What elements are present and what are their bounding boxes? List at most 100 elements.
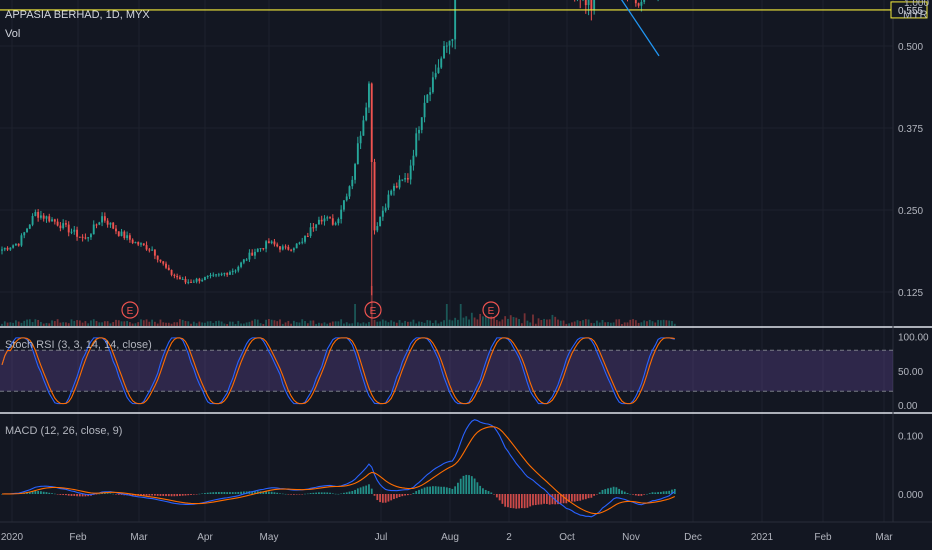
volume-bar	[192, 321, 195, 326]
macd-histogram-bar	[412, 492, 415, 494]
rsi-tick-label: 100.00	[898, 333, 929, 344]
macd-histogram-bar	[418, 489, 420, 494]
volume-bar	[148, 321, 151, 326]
macd-histogram-bar	[498, 494, 501, 501]
macd-histogram-bar	[532, 494, 534, 506]
volume-bar	[120, 321, 123, 326]
volume-bar	[248, 321, 251, 326]
macd-histogram-bar	[192, 494, 195, 495]
volume-bar	[209, 321, 212, 326]
volume-bar	[534, 323, 537, 326]
volume-bar	[540, 319, 543, 326]
macd-histogram-bar	[415, 491, 418, 494]
macd-histogram-bar	[423, 487, 426, 494]
candle-body	[229, 272, 231, 275]
volume-bar	[37, 319, 40, 326]
volume-bar	[493, 317, 495, 326]
candle-body	[429, 92, 432, 95]
macd-histogram-bar	[582, 494, 584, 500]
macd-histogram-bar	[156, 494, 159, 496]
volume-bar	[387, 322, 390, 326]
candle-body	[448, 40, 451, 46]
macd-histogram-bar	[409, 494, 412, 495]
macd-histogram-bar	[487, 491, 490, 494]
candle-body	[276, 244, 279, 247]
candle-body	[273, 241, 276, 245]
volume-bar	[28, 319, 31, 326]
candle-body	[67, 224, 70, 233]
macd-histogram-bar	[206, 492, 209, 494]
candle-body	[298, 242, 301, 244]
macd-histogram-bar	[398, 494, 401, 497]
candle-body	[115, 228, 117, 232]
macd-histogram-bar	[648, 493, 651, 494]
candle-body	[373, 161, 376, 231]
macd-histogram-bar	[646, 493, 648, 495]
candle-body	[51, 219, 53, 222]
volume-bar	[420, 321, 423, 326]
candle-body	[281, 246, 284, 250]
candle-body	[637, 3, 640, 6]
macd-histogram-bar	[437, 486, 440, 494]
macd-histogram-bar	[220, 492, 223, 494]
macd-histogram-bar	[381, 494, 384, 503]
volume-bar	[270, 319, 273, 326]
volume-bar	[373, 319, 376, 326]
volume-bar	[409, 321, 412, 326]
volume-bar	[162, 322, 165, 326]
candle-body	[345, 196, 348, 201]
macd-histogram-bar	[334, 493, 337, 495]
candle-body	[31, 216, 34, 225]
candle-body	[640, 1, 643, 6]
candle-body	[262, 248, 265, 250]
macd-histogram-bar	[662, 491, 665, 494]
macd-histogram-bar	[465, 474, 468, 494]
volume-bar	[482, 316, 484, 326]
earnings-marker	[121, 301, 139, 319]
volume-bar	[320, 323, 323, 326]
candle-body	[312, 227, 315, 229]
macd-histogram-bar	[440, 486, 443, 494]
volume-bar	[281, 323, 284, 326]
volume-bar	[92, 319, 95, 326]
candle-body	[356, 143, 359, 165]
volume-bar	[587, 319, 590, 326]
volume-bar	[337, 321, 340, 326]
volume-bar	[23, 320, 26, 326]
macd-histogram-bar	[584, 494, 587, 500]
macd-histogram-bar	[526, 494, 529, 508]
candle-body	[390, 190, 393, 195]
volume-bar	[217, 320, 220, 326]
volume-bar	[126, 320, 128, 326]
volume-bar	[526, 320, 529, 326]
candle-body	[437, 67, 440, 74]
volume-bar	[184, 320, 187, 326]
candle-body	[153, 249, 156, 256]
candle-body	[590, 0, 593, 11]
candle-body	[381, 210, 384, 217]
candle-body	[148, 249, 151, 251]
volume-bar	[229, 321, 231, 326]
macd-histogram-bar	[106, 493, 109, 494]
volume-bar	[212, 322, 215, 326]
macd-histogram-bar	[101, 493, 103, 494]
volume-bar	[26, 319, 28, 326]
volume-bar	[251, 320, 254, 326]
macd-histogram-bar	[309, 493, 312, 494]
candle-body	[234, 270, 237, 272]
macd-histogram-bar	[426, 486, 429, 494]
volume-bar	[90, 320, 92, 326]
macd-histogram-bar	[295, 494, 298, 495]
candle-body	[173, 274, 176, 276]
volume-bar	[70, 319, 73, 326]
volume-bar	[279, 319, 281, 326]
macd-histogram-bar	[229, 492, 231, 494]
volume-bar	[115, 319, 117, 326]
volume-bar	[254, 319, 256, 326]
volume-bar	[443, 320, 445, 326]
macd-histogram-bar	[612, 486, 615, 494]
volume-bar	[206, 321, 209, 326]
volume-bar	[237, 320, 240, 326]
candle-body	[415, 133, 418, 156]
volume-bar	[276, 321, 279, 326]
